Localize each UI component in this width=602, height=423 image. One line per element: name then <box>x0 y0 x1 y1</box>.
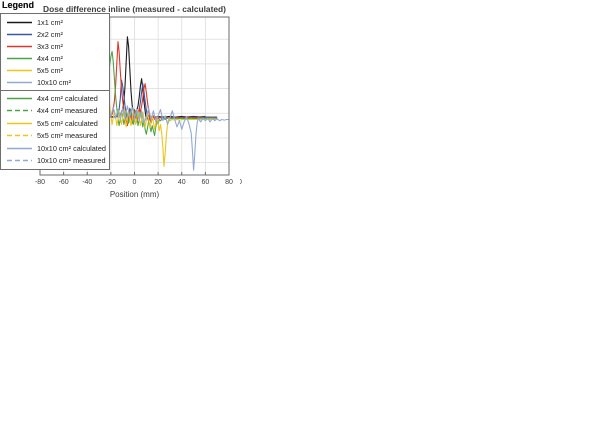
legend-entry-label: 1x1 cm² <box>37 18 63 28</box>
svg-text:40: 40 <box>178 179 186 186</box>
solid-line-sample-icon <box>7 69 32 72</box>
solid-line-sample-icon <box>7 57 32 60</box>
legend-entry: 1x1 cm² <box>6 17 106 29</box>
legend-entry-label: 5x5 cm² <box>37 66 63 75</box>
svg-text:20: 20 <box>154 179 162 186</box>
legend-entry: 10x10 cm² measured <box>6 155 106 168</box>
difference-legend-title: Legend <box>2 0 35 10</box>
solid-line-sample-icon <box>7 46 32 48</box>
legend-entry: 3x3 cm² <box>6 41 106 53</box>
legend-entry-label: 5x5 cm² calculated <box>37 118 98 128</box>
legend-entry-label: 4x4 cm² <box>37 54 63 64</box>
legend-entry-label: 10x10 cm² measured <box>37 156 106 166</box>
solid-line-sample-icon <box>7 22 32 24</box>
solid-line-sample-icon <box>7 81 32 84</box>
legend-entry-label: 10x10 cm² calculated <box>37 143 106 153</box>
solid-line-sample-icon <box>7 34 32 36</box>
legend-entry: 4x4 cm² measured <box>6 105 106 118</box>
dashed-line-sample-icon <box>7 160 32 162</box>
legend-entry: 4x4 cm² calculated <box>6 92 106 105</box>
difference-legend: Legend 1x1 cm² 2x2 cm² 3x3 cm² 4x4 cm² 5x5 c… <box>0 0 110 92</box>
solid-line-sample-icon <box>7 122 32 124</box>
legend-entry-label: 5x5 cm² measured <box>37 131 98 141</box>
legend-entry: 5x5 cm² measured <box>6 130 106 143</box>
legend-entry: 5x5 cm² <box>6 65 106 77</box>
legend-entry: 2x2 cm² <box>6 29 106 41</box>
difference-legend-box: 1x1 cm² 2x2 cm² 3x3 cm² 4x4 cm² 5x5 cm² 10x10… <box>0 13 110 92</box>
legend-entry: 10x10 cm² <box>6 76 106 88</box>
legend-entry: 10x10 cm² calculated <box>6 142 106 155</box>
legend-entry-label: 2x2 cm² <box>37 30 63 40</box>
svg-text:Position (mm): Position (mm) <box>110 190 160 199</box>
svg-text:-20: -20 <box>106 179 116 186</box>
legend-entry: 5x5 cm² calculated <box>6 117 106 130</box>
profiles-legend-title: Legend <box>2 0 35 10</box>
legend-entry-label: 3x3 cm² <box>37 42 63 52</box>
legend-entry-label: 10x10 cm² <box>37 77 72 87</box>
legend-entry-label: 4x4 cm² calculated <box>37 93 98 103</box>
svg-text:60: 60 <box>201 179 209 186</box>
svg-text:80: 80 <box>225 179 233 186</box>
svg-text:-80: -80 <box>35 179 45 186</box>
dashed-line-sample-icon <box>7 135 32 137</box>
svg-text:Dose difference inline (measur: Dose difference inline (measured - calcu… <box>43 4 226 14</box>
solid-line-sample-icon <box>7 147 32 149</box>
dashed-line-sample-icon <box>7 110 32 112</box>
solid-line-sample-icon <box>7 97 32 99</box>
svg-text:-60: -60 <box>59 179 69 186</box>
legend-entry-label: 4x4 cm² measured <box>37 106 98 116</box>
svg-text:-40: -40 <box>82 179 92 186</box>
legend-entry: 4x4 cm² <box>6 53 106 65</box>
svg-text:0: 0 <box>133 179 137 186</box>
